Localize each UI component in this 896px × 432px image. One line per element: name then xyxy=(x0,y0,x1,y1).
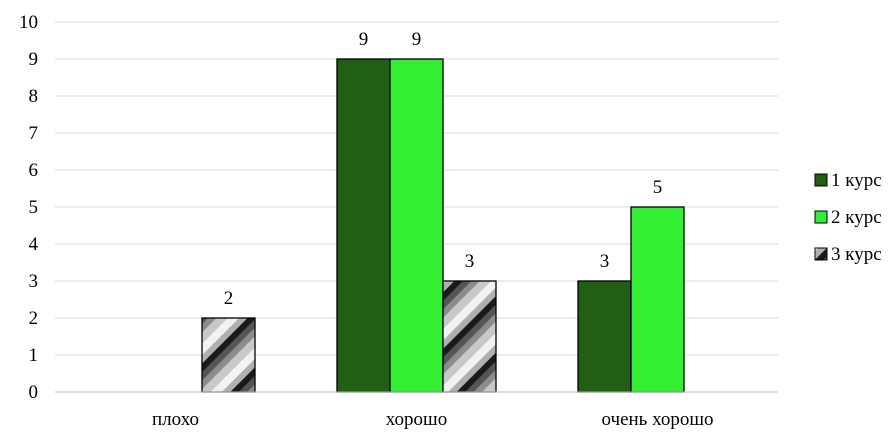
legend-swatch xyxy=(814,210,828,224)
y-tick-label: 8 xyxy=(29,86,39,107)
y-tick-label: 9 xyxy=(29,49,39,70)
y-tick-label: 7 xyxy=(29,123,39,144)
bar-2-3 xyxy=(630,206,685,393)
y-tick-label: 1 xyxy=(29,345,39,366)
y-tick-label: 3 xyxy=(29,271,39,292)
legend-label: 2 курс xyxy=(831,207,882,228)
bar-1-3 xyxy=(577,280,632,393)
y-axis: 0 1 2 3 4 5 6 7 8 9 10 xyxy=(19,12,39,403)
data-label: 9 xyxy=(412,29,422,50)
y-tick-label: 6 xyxy=(29,160,39,181)
legend-swatch xyxy=(814,247,828,261)
legend-swatch xyxy=(814,173,828,187)
bar-3-1 xyxy=(201,317,256,393)
bars xyxy=(201,58,685,393)
data-label: 9 xyxy=(359,29,369,50)
data-label: 5 xyxy=(653,177,663,198)
y-tick-label: 5 xyxy=(29,197,39,218)
x-axis: плохо хорошо очень хорошо xyxy=(55,391,778,430)
x-tick-label: хорошо xyxy=(386,409,447,430)
bar-2-2 xyxy=(389,58,444,393)
data-label: 3 xyxy=(600,251,610,272)
legend: 1 курс 2 курс 3 курс xyxy=(814,170,882,265)
y-tick-label: 4 xyxy=(29,234,39,255)
legend-label: 1 курс xyxy=(831,170,882,191)
data-label: 2 xyxy=(224,288,234,309)
bar-1-2 xyxy=(336,58,391,393)
data-labels: 2 9 9 3 3 5 xyxy=(224,29,663,309)
data-label: 3 xyxy=(465,251,475,272)
y-tick-label: 10 xyxy=(19,12,38,33)
y-tick-label: 2 xyxy=(29,308,39,329)
x-tick-label: плохо xyxy=(152,409,199,430)
legend-label: 3 курс xyxy=(831,244,882,265)
bar-3-2 xyxy=(442,280,497,393)
x-tick-label: очень хорошо xyxy=(602,409,714,430)
y-tick-label: 0 xyxy=(29,382,39,403)
